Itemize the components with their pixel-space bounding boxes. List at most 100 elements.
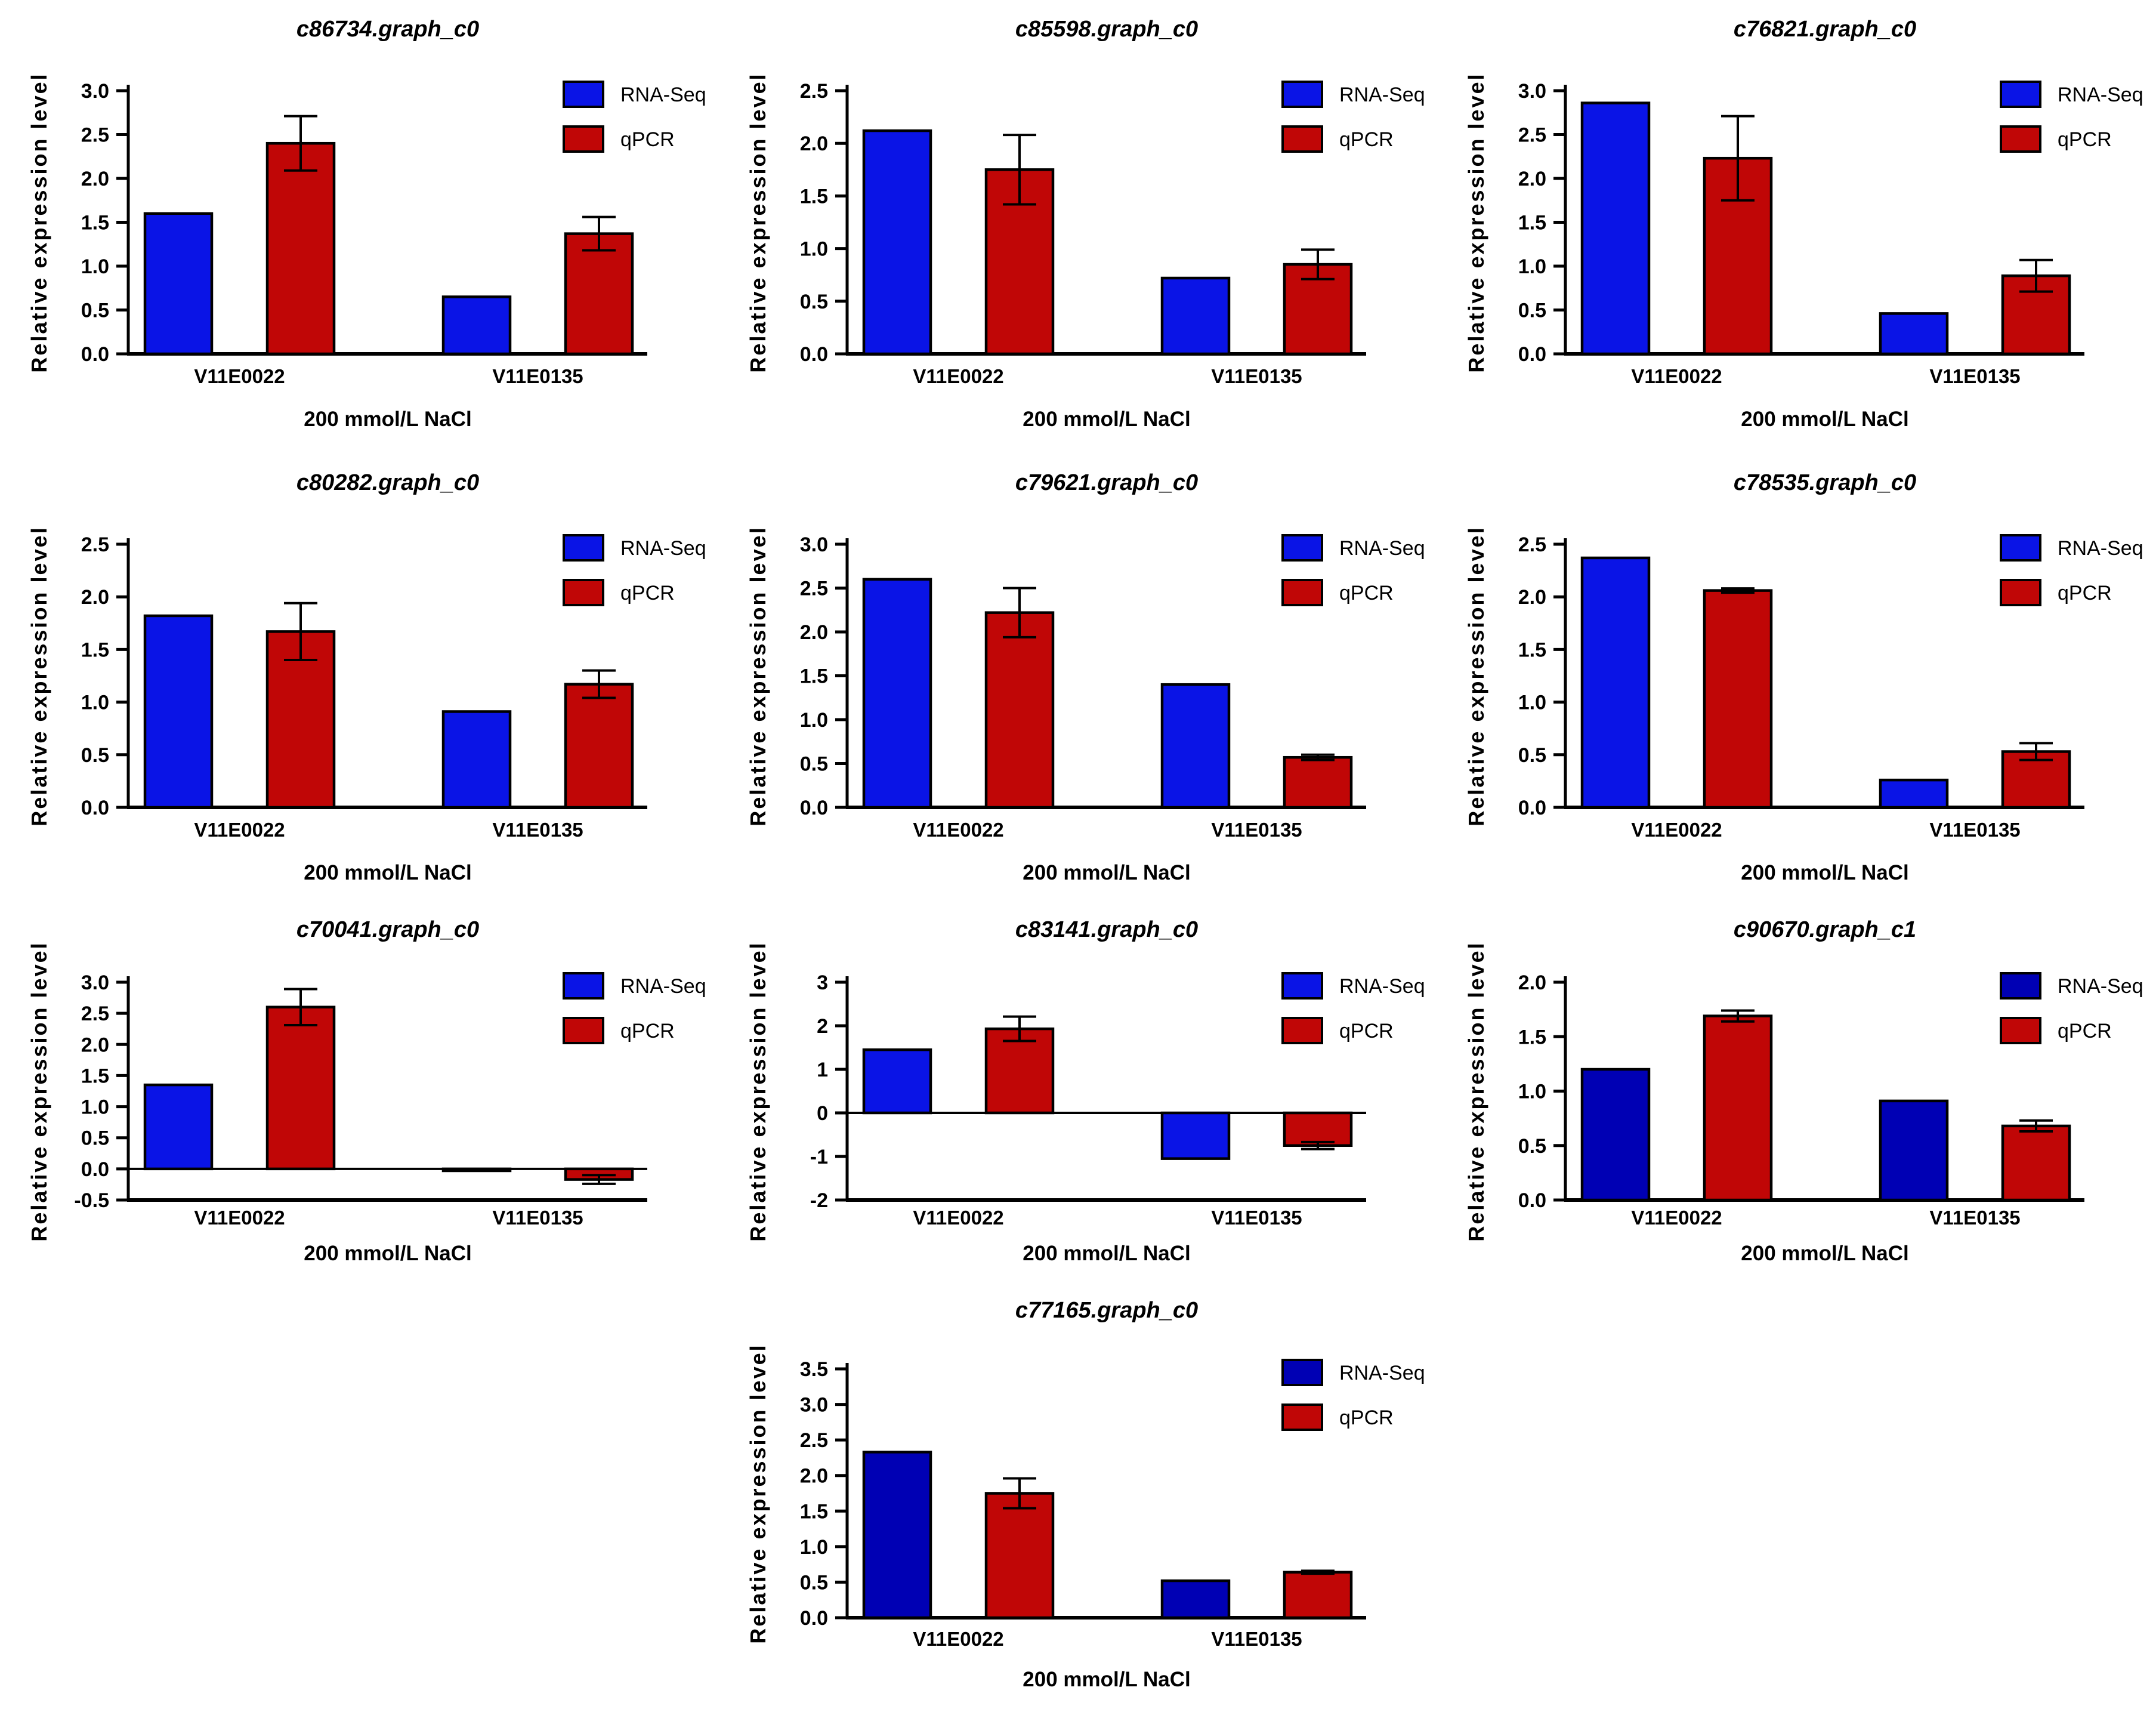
y-axis-label: Relative expression level: [746, 72, 770, 372]
legend-swatch-rna-seq: [563, 81, 604, 108]
y-tick-label: 2.5: [1518, 124, 1546, 147]
y-tick-label: 1.0: [800, 709, 828, 732]
y-tick-label: 3.5: [800, 1358, 828, 1381]
error-bar: [284, 115, 317, 172]
error-bar: [582, 669, 616, 699]
y-tick-label: 2.0: [81, 1034, 109, 1056]
y-tick-label: 3.0: [800, 1394, 828, 1417]
legend-label-rna-seq: RNA-Seq: [2058, 975, 2143, 998]
x-axis-title: 200 mmol/L NaCl: [1023, 1242, 1190, 1265]
chart-c76821.graph_c0: c76821.graph_c0 Relative expression level…: [1464, 17, 2143, 431]
bar-rna-seq: [1160, 1111, 1231, 1160]
x-category-label: V11E0135: [492, 819, 583, 841]
y-tick-label: 0.0: [81, 1158, 109, 1181]
bar-rna-seq: [862, 578, 932, 809]
bar-rna-seq: [1160, 276, 1231, 356]
legend-label-rna-seq: RNA-Seq: [620, 975, 706, 998]
x-category-label: V11E0022: [1631, 1207, 1722, 1229]
x-category-label: V11E0135: [1211, 1628, 1302, 1650]
y-tick-label: 0.0: [1518, 1189, 1546, 1212]
error-bar: [284, 988, 317, 1026]
chart-c78535.graph_c0: c78535.graph_c0 Relative expression level…: [1464, 470, 2143, 884]
y-axis-label: Relative expression level: [1464, 72, 1488, 372]
y-axis-label: Relative expression level: [27, 72, 51, 372]
y-tick-label: 0.5: [81, 1127, 109, 1150]
bar-qpcr: [265, 1005, 336, 1171]
chart-c86734.graph_c0: c86734.graph_c0 Relative expression level…: [27, 17, 706, 431]
legend-swatch-rna-seq: [563, 972, 604, 1000]
y-tick-label: 0.5: [81, 300, 109, 322]
y-tick-label: 1.0: [800, 1536, 828, 1559]
y-tick-label: -0.5: [74, 1189, 109, 1212]
legend-label-qpcr: qPCR: [1339, 1406, 1394, 1429]
error-bar: [1301, 248, 1335, 280]
legend-swatch-qpcr: [2000, 1017, 2041, 1044]
x-category-label: V11E0135: [492, 1207, 583, 1229]
y-tick-label: -2: [810, 1189, 828, 1212]
legend-swatch-qpcr: [1281, 1403, 1323, 1431]
y-tick-label: 1.5: [81, 212, 109, 235]
x-axis-title: 200 mmol/L NaCl: [304, 861, 471, 884]
x-category-label: V11E0022: [194, 365, 285, 387]
y-tick-label: 0.5: [1518, 300, 1546, 322]
chart-c70041.graph_c0: c70041.graph_c0 Relative expression level…: [27, 917, 706, 1265]
bar-rna-seq: [862, 129, 932, 356]
chart-cell-c78535.graph_c0: c78535.graph_c0 Relative expression level…: [1437, 454, 2156, 907]
y-tick-label: 2.0: [81, 586, 109, 609]
bar-rna-seq: [1580, 101, 1651, 356]
x-category-label: V11E0135: [492, 365, 583, 387]
chart-cell-c76821.graph_c0: c76821.graph_c0 Relative expression level…: [1437, 0, 2156, 454]
y-tick-label: 0.5: [800, 1571, 828, 1594]
bar-qpcr: [1703, 1014, 1773, 1202]
y-tick-label: 1: [817, 1059, 828, 1081]
y-axis-label: Relative expression level: [1464, 941, 1488, 1241]
bar-rna-seq: [862, 1451, 932, 1620]
bar-rna-seq: [441, 295, 512, 356]
legend-swatch-rna-seq: [2000, 534, 2041, 562]
y-tick-label: 0: [817, 1102, 828, 1125]
chart-cell-c83141.graph_c0: c83141.graph_c0 Relative expression level…: [719, 907, 1437, 1283]
x-category-label: V11E0135: [1211, 819, 1302, 841]
legend-swatch-qpcr: [563, 125, 604, 153]
y-tick-label: 1.5: [800, 665, 828, 688]
y-tick-label: 1.5: [1518, 1026, 1546, 1048]
error-bar: [2019, 742, 2053, 761]
bar-rna-seq: [441, 1167, 512, 1173]
y-tick-label: 1.5: [81, 638, 109, 661]
legend-label-rna-seq: RNA-Seq: [1339, 1362, 1425, 1384]
chart-cell-c70041.graph_c0: c70041.graph_c0 Relative expression level…: [0, 907, 719, 1283]
chart-title: c78535.graph_c0: [1734, 470, 1916, 495]
x-category-label: V11E0135: [1211, 365, 1302, 387]
bar-qpcr: [564, 683, 634, 809]
y-tick-label: 1.5: [800, 185, 828, 208]
y-tick-label: 0.0: [800, 1607, 828, 1630]
y-axis-label: Relative expression level: [746, 526, 770, 826]
legend-swatch-qpcr: [2000, 579, 2041, 606]
legend-label-qpcr: qPCR: [620, 582, 675, 604]
y-tick-label: 1.0: [81, 255, 109, 278]
bar-rna-seq: [1580, 556, 1651, 809]
bar-rna-seq: [1879, 312, 1949, 356]
chart-cell-c90670.graph_c1: c90670.graph_c1 Relative expression level…: [1437, 907, 2156, 1283]
x-category-label: V11E0135: [1211, 1207, 1302, 1229]
x-category-label: V11E0135: [1929, 365, 2020, 387]
bar-qpcr: [265, 630, 336, 809]
y-tick-label: 2.5: [800, 578, 828, 600]
bar-qpcr: [564, 232, 634, 356]
legend-swatch-qpcr: [563, 1017, 604, 1044]
y-axis-label: Relative expression level: [1464, 526, 1488, 826]
y-tick-label: 1.5: [800, 1500, 828, 1523]
bar-rna-seq: [862, 1048, 932, 1115]
error-bar: [1003, 134, 1036, 206]
bar-rna-seq: [1580, 1068, 1651, 1202]
legend-swatch-rna-seq: [1281, 534, 1323, 562]
bar-qpcr: [2001, 1124, 2071, 1202]
bar-rna-seq: [143, 614, 214, 809]
chart-cell-c86734.graph_c0: c86734.graph_c0 Relative expression level…: [0, 0, 719, 454]
x-category-label: V11E0022: [913, 1628, 1003, 1650]
y-tick-label: 0.5: [1518, 1135, 1546, 1158]
legend-label-qpcr: qPCR: [2058, 582, 2112, 604]
error-bar: [582, 1174, 616, 1185]
x-axis-title: 200 mmol/L NaCl: [1023, 1668, 1190, 1691]
